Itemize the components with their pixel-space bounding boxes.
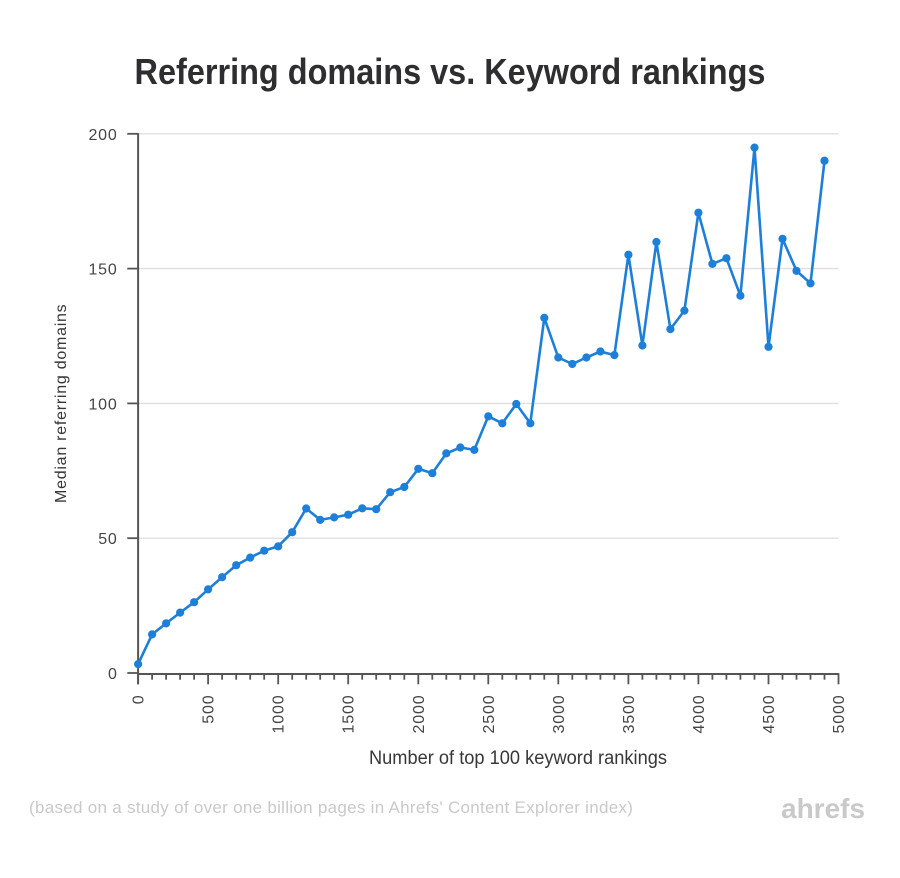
svg-text:500: 500	[201, 695, 218, 724]
svg-text:3500: 3500	[621, 695, 638, 734]
svg-text:1000: 1000	[271, 695, 288, 734]
svg-text:200: 200	[88, 127, 117, 144]
svg-text:50: 50	[98, 531, 118, 548]
svg-text:150: 150	[88, 262, 117, 279]
svg-text:2500: 2500	[481, 695, 498, 734]
svg-text:0: 0	[108, 666, 118, 683]
svg-text:5000: 5000	[831, 695, 848, 734]
svg-text:4500: 4500	[761, 695, 778, 734]
svg-text:4000: 4000	[691, 695, 708, 734]
svg-text:1500: 1500	[341, 695, 358, 734]
svg-text:2000: 2000	[411, 695, 428, 734]
svg-text:3000: 3000	[551, 695, 568, 734]
svg-text:0: 0	[131, 695, 148, 705]
svg-text:100: 100	[88, 396, 117, 413]
